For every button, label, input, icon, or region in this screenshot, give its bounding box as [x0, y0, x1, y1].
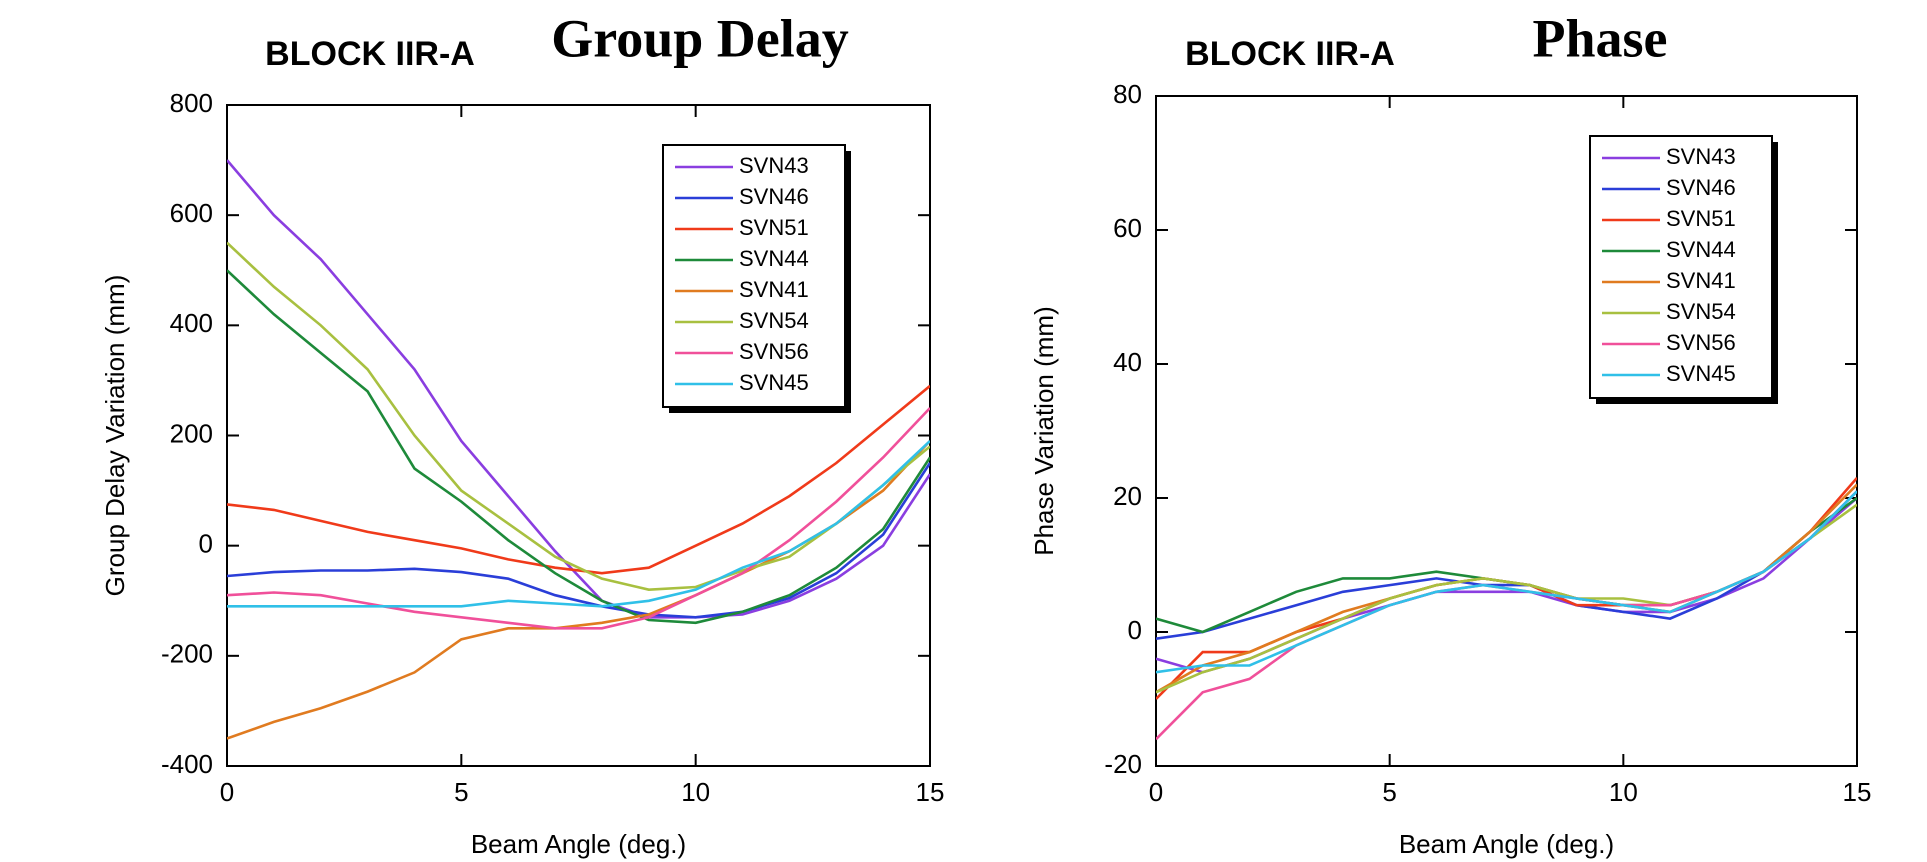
legend-label: SVN51 [1666, 206, 1736, 231]
data-line [227, 407, 930, 630]
y-tick-label: 20 [1113, 481, 1142, 511]
legend-label: SVN45 [739, 370, 809, 395]
y-tick-label: 200 [170, 418, 213, 448]
legend-label: SVN43 [1666, 144, 1736, 169]
legend-label: SVN45 [1666, 361, 1736, 386]
chart-title: Group Delay [551, 8, 849, 68]
legend-label: SVN44 [1666, 237, 1736, 262]
data-line [1156, 490, 1857, 640]
plot-frame [1155, 95, 1858, 767]
legend-label: SVN46 [739, 184, 809, 209]
legend-label: SVN46 [1666, 175, 1736, 200]
chart-subtitle: BLOCK IIR-A [1185, 35, 1395, 73]
x-tick-label: 10 [1609, 777, 1638, 807]
y-tick-label: 400 [170, 308, 213, 338]
y-tick-label: 600 [170, 198, 213, 228]
data-line [227, 440, 930, 740]
legend-label: SVN54 [739, 308, 809, 333]
y-tick-label: 60 [1113, 213, 1142, 243]
chart-subtitle: BLOCK IIR-A [265, 35, 475, 73]
y-tick-label: 80 [1113, 79, 1142, 109]
legend-label: SVN41 [1666, 268, 1736, 293]
chart-title: Phase [1533, 8, 1668, 68]
data-line [227, 384, 930, 575]
x-tick-label: 0 [220, 777, 234, 807]
y-tick-label: 800 [170, 88, 213, 118]
x-tick-label: 10 [681, 777, 710, 807]
data-line [1156, 503, 1857, 694]
data-line [1156, 496, 1857, 634]
y-tick-label: 0 [199, 529, 213, 559]
y-axis-label: Group Delay Variation (mm) [100, 275, 130, 597]
chart: BLOCK IIR-A Group Delay -400 -200 0 200 400 600… [100, 8, 945, 858]
x-tick-label: 0 [1149, 777, 1163, 807]
x-tick-label: 15 [916, 777, 945, 807]
x-axis-label: Beam Angle (deg.) [471, 829, 686, 859]
legend-box [1589, 135, 1773, 399]
legend-label: SVN51 [739, 215, 809, 240]
y-tick-label: -200 [161, 639, 213, 669]
y-axis-label: Phase Variation (mm) [1029, 306, 1059, 556]
x-tick-label: 15 [1843, 777, 1872, 807]
y-tick-label: 0 [1128, 615, 1142, 645]
legend-label: SVN43 [739, 153, 809, 178]
x-tick-label: 5 [454, 777, 468, 807]
legend-label: SVN56 [1666, 330, 1736, 355]
y-tick-label: -20 [1104, 749, 1142, 779]
data-line [227, 462, 930, 619]
data-line [227, 440, 930, 608]
data-line [227, 241, 930, 592]
x-tick-label: 5 [1382, 777, 1396, 807]
legend-label: SVN54 [1666, 299, 1736, 324]
y-tick-label: -400 [161, 749, 213, 779]
y-tick-label: 40 [1113, 347, 1142, 377]
data-line [1156, 490, 1857, 674]
legend-label: SVN44 [739, 246, 809, 271]
data-line [227, 269, 930, 625]
legend-label: SVN41 [739, 277, 809, 302]
legend-label: SVN56 [739, 339, 809, 364]
legend-box [662, 144, 846, 408]
x-axis-label: Beam Angle (deg.) [1399, 829, 1614, 859]
data-line [227, 159, 930, 619]
